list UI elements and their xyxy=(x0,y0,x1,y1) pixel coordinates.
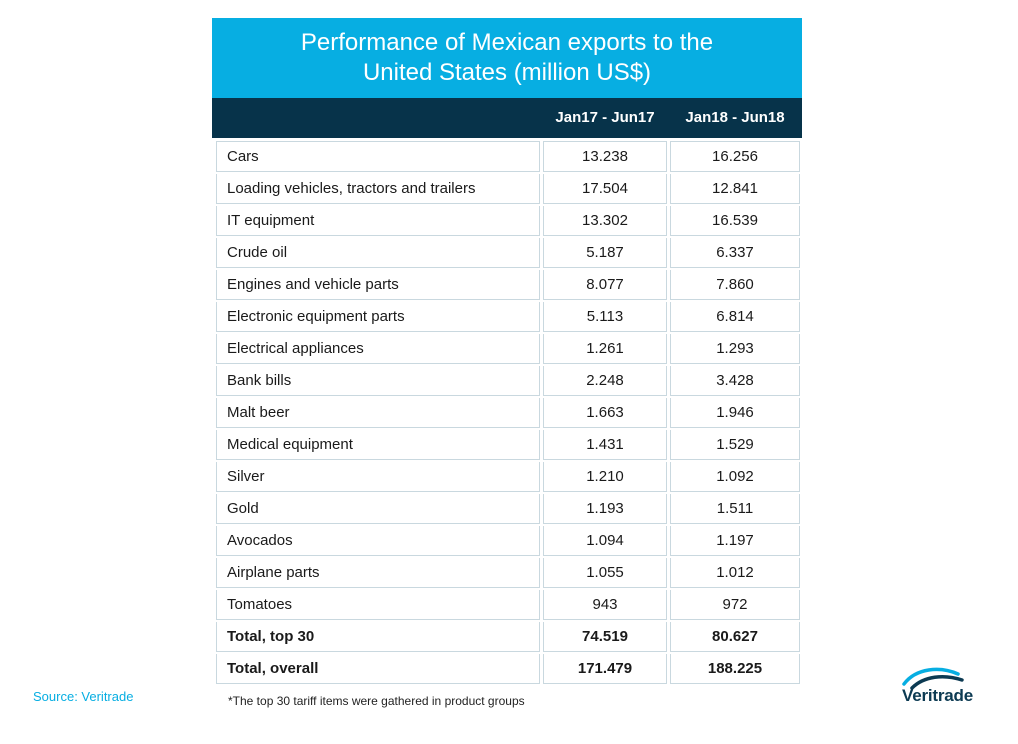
value-jan17-jun17: 1.193 xyxy=(543,494,667,524)
value-jan18-jun18: 1.946 xyxy=(670,398,800,428)
value-jan17-jun17: 8.077 xyxy=(543,270,667,300)
value-jan17-jun17: 2.248 xyxy=(543,366,667,396)
row-label: Bank bills xyxy=(216,366,540,396)
table-title-line1: Performance of Mexican exports to the xyxy=(300,29,714,56)
row-label: Electronic equipment parts xyxy=(216,302,540,332)
table-body: Cars 13.238 16.256 Loading vehicles, tracto… xyxy=(212,138,802,688)
table-row: Malt beer 1.663 1.946 xyxy=(212,398,802,430)
value-jan18-jun18: 6.337 xyxy=(670,238,800,268)
row-label: Avocados xyxy=(216,526,540,556)
table-row: IT equipment 13.302 16.539 xyxy=(212,206,802,238)
row-label: Malt beer xyxy=(216,398,540,428)
column-header-bar: Jan17 - Jun17 Jan18 - Jun18 xyxy=(212,98,802,138)
table-row: Crude oil 5.187 6.337 xyxy=(212,238,802,270)
row-label: Total, overall xyxy=(216,654,540,684)
table-row: Medical equipment 1.431 1.529 xyxy=(212,430,802,462)
footnote: *The top 30 tariff items were gathered i… xyxy=(228,694,525,708)
table-row: Gold 1.193 1.511 xyxy=(212,494,802,526)
value-jan17-jun17: 13.302 xyxy=(543,206,667,236)
value-jan18-jun18: 7.860 xyxy=(670,270,800,300)
value-jan18-jun18: 16.539 xyxy=(670,206,800,236)
table-row: Avocados 1.094 1.197 xyxy=(212,526,802,558)
row-label: Crude oil xyxy=(216,238,540,268)
value-jan17-jun17: 1.261 xyxy=(543,334,667,364)
value-jan18-jun18: 3.428 xyxy=(670,366,800,396)
value-jan18-jun18: 80.627 xyxy=(670,622,800,652)
value-jan17-jun17: 1.663 xyxy=(543,398,667,428)
column-header-jan17-jun17: Jan17 - Jun17 xyxy=(555,109,655,126)
value-jan17-jun17: 17.504 xyxy=(543,174,667,204)
value-jan17-jun17: 1.055 xyxy=(543,558,667,588)
row-label: Electrical appliances xyxy=(216,334,540,364)
value-jan18-jun18: 1.511 xyxy=(670,494,800,524)
value-jan18-jun18: 6.814 xyxy=(670,302,800,332)
table-top-border-0 xyxy=(216,141,540,142)
table-row: Tomatoes 943 972 xyxy=(212,590,802,622)
row-label: Gold xyxy=(216,494,540,524)
value-jan18-jun18: 1.529 xyxy=(670,430,800,460)
table-row: Electronic equipment parts 5.113 6.814 xyxy=(212,302,802,334)
value-jan17-jun17: 1.210 xyxy=(543,462,667,492)
exports-table-card: Performance of Mexican exports to the Un… xyxy=(212,18,802,688)
table-title-line2: United States (million US$) xyxy=(362,59,652,86)
row-label: Total, top 30 xyxy=(216,622,540,652)
row-label: Loading vehicles, tractors and trailers xyxy=(216,174,540,204)
table-title: Performance of Mexican exports to the Un… xyxy=(277,28,737,88)
value-jan17-jun17: 5.113 xyxy=(543,302,667,332)
row-label: Silver xyxy=(216,462,540,492)
value-jan18-jun18: 188.225 xyxy=(670,654,800,684)
table-row: Total, overall 171.479 188.225 xyxy=(212,654,802,686)
table-row: Loading vehicles, tractors and trailers 1… xyxy=(212,174,802,206)
value-jan18-jun18: 1.293 xyxy=(670,334,800,364)
row-label: Airplane parts xyxy=(216,558,540,588)
value-jan17-jun17: 74.519 xyxy=(543,622,667,652)
value-jan18-jun18: 972 xyxy=(670,590,800,620)
logo-wordmark: Veritrade xyxy=(902,686,973,705)
source-credit: Source: Veritrade xyxy=(33,689,134,704)
table-row: Airplane parts 1.055 1.012 xyxy=(212,558,802,590)
table-row: Bank bills 2.248 3.428 xyxy=(212,366,802,398)
value-jan18-jun18: 1.197 xyxy=(670,526,800,556)
value-jan18-jun18: 1.092 xyxy=(670,462,800,492)
veritrade-logo: Veritrade xyxy=(898,664,988,724)
table-title-bar: Performance of Mexican exports to the Un… xyxy=(212,18,802,98)
value-jan18-jun18: 16.256 xyxy=(670,142,800,172)
value-jan17-jun17: 171.479 xyxy=(543,654,667,684)
veritrade-swoosh-icon xyxy=(902,667,964,690)
value-jan17-jun17: 1.431 xyxy=(543,430,667,460)
row-label: Tomatoes xyxy=(216,590,540,620)
value-jan17-jun17: 13.238 xyxy=(543,142,667,172)
row-label: Medical equipment xyxy=(216,430,540,460)
table-row: Electrical appliances 1.261 1.293 xyxy=(212,334,802,366)
table-top-border-2 xyxy=(670,141,800,142)
value-jan18-jun18: 1.012 xyxy=(670,558,800,588)
table-row: Engines and vehicle parts 8.077 7.860 xyxy=(212,270,802,302)
value-jan18-jun18: 12.841 xyxy=(670,174,800,204)
row-label: Engines and vehicle parts xyxy=(216,270,540,300)
table-row: Total, top 30 74.519 80.627 xyxy=(212,622,802,654)
table-top-border-1 xyxy=(543,141,667,142)
value-jan17-jun17: 5.187 xyxy=(543,238,667,268)
table-row: Silver 1.210 1.092 xyxy=(212,462,802,494)
column-header-jan18-jun18: Jan18 - Jun18 xyxy=(685,109,785,126)
value-jan17-jun17: 1.094 xyxy=(543,526,667,556)
row-label: Cars xyxy=(216,142,540,172)
value-jan17-jun17: 943 xyxy=(543,590,667,620)
table-row: Cars 13.238 16.256 xyxy=(212,142,802,174)
row-label: IT equipment xyxy=(216,206,540,236)
